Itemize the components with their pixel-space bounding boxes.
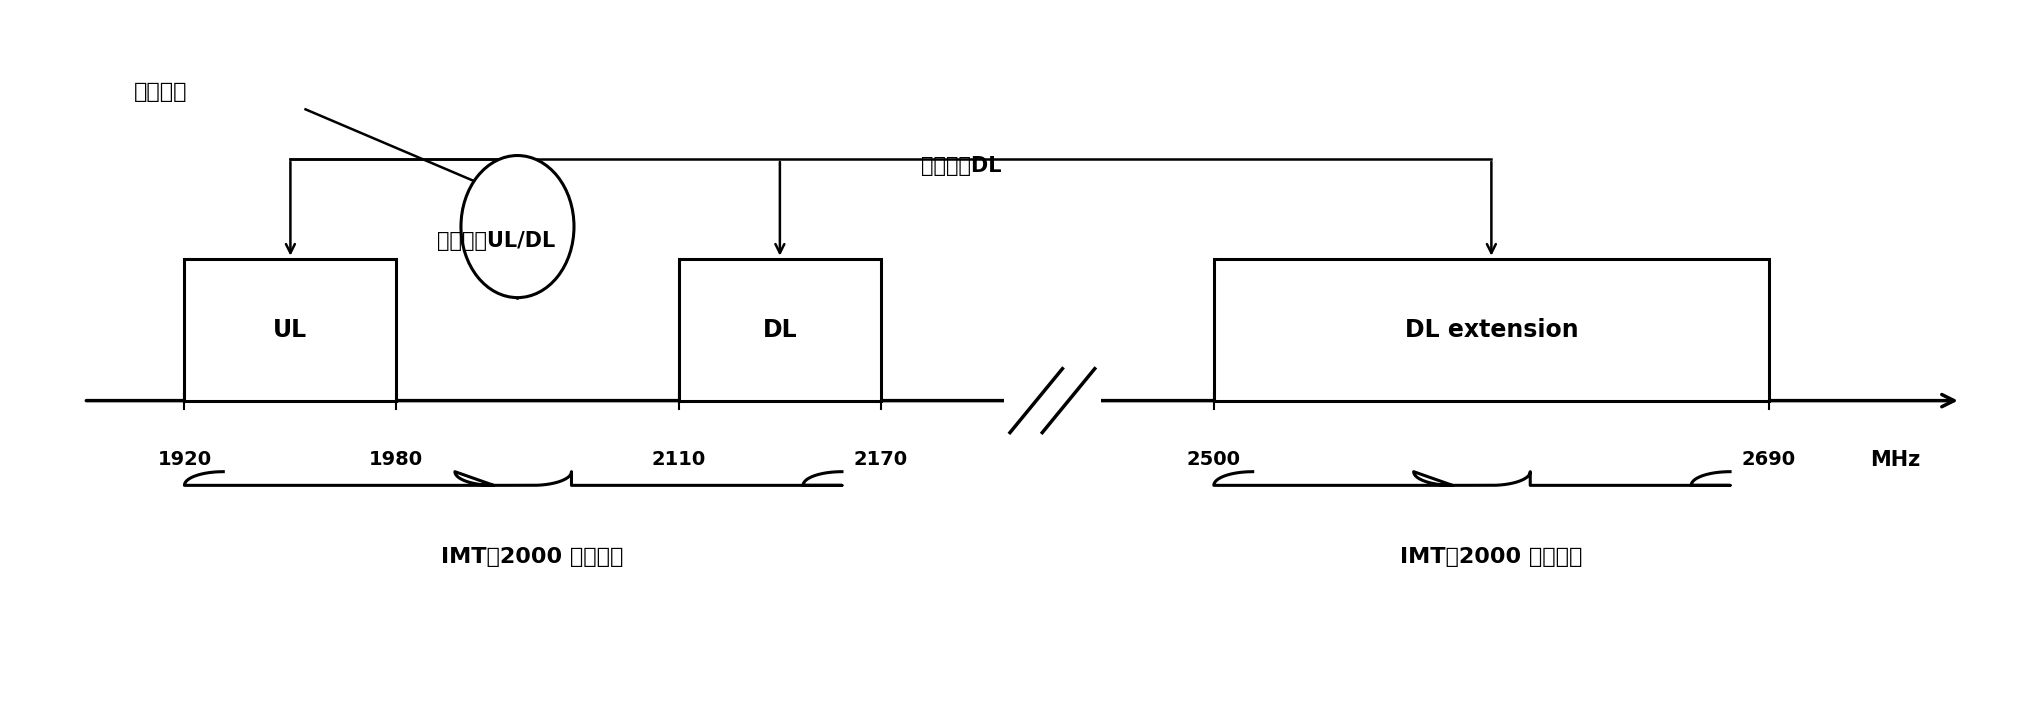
- Bar: [184, 258, 397, 401]
- Bar: [1003, 365, 1101, 436]
- Text: 可变双工: 可变双工: [134, 82, 188, 102]
- Text: 2500: 2500: [1185, 450, 1240, 470]
- Text: MHz: MHz: [1869, 450, 1920, 470]
- Text: 1980: 1980: [368, 450, 423, 470]
- Text: IMT－2000 扩展频带: IMT－2000 扩展频带: [1400, 547, 1582, 567]
- Text: UL: UL: [273, 318, 307, 342]
- Ellipse shape: [461, 155, 575, 298]
- Text: 附加频带DL: 附加频带DL: [920, 156, 1001, 176]
- Text: DL extension: DL extension: [1404, 318, 1578, 342]
- Text: 2690: 2690: [1742, 450, 1794, 470]
- Text: DL: DL: [763, 318, 797, 342]
- Text: 2170: 2170: [854, 450, 908, 470]
- Text: IMT－2000 基础频带: IMT－2000 基础频带: [441, 547, 623, 567]
- Text: 2110: 2110: [651, 450, 706, 470]
- Bar: [1214, 258, 1768, 401]
- Bar: [678, 258, 880, 401]
- Text: 1920: 1920: [158, 450, 210, 470]
- Text: 基础频带UL/DL: 基础频带UL/DL: [437, 231, 554, 251]
